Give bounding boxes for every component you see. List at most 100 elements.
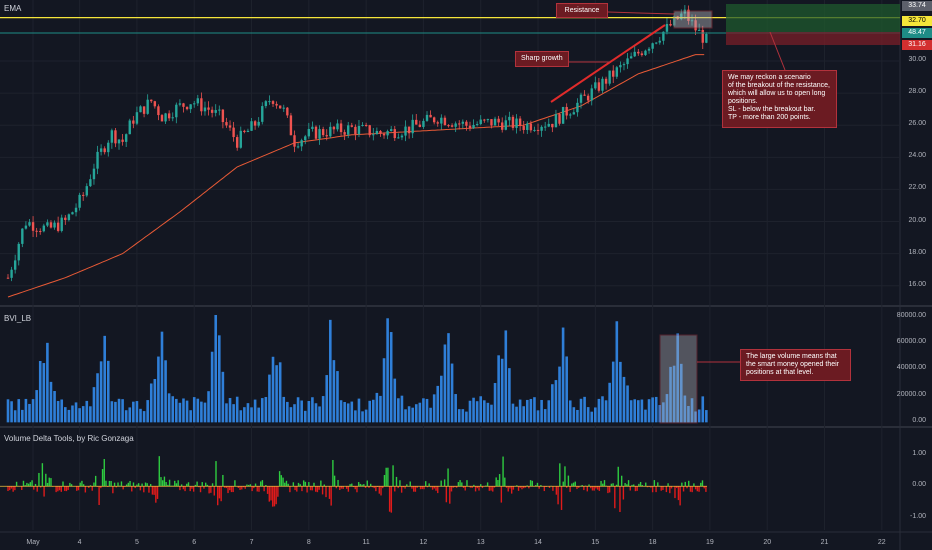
candle-body (232, 127, 235, 138)
candle-body (296, 146, 300, 148)
candle-body (278, 105, 282, 109)
volume-bar (17, 399, 21, 423)
candle-body (379, 130, 382, 134)
volume-bar (622, 376, 626, 423)
candle-body (110, 130, 114, 143)
candle-body (683, 9, 687, 14)
volume-bar (217, 335, 221, 423)
volume-bar (590, 411, 594, 423)
volume-bar (232, 404, 235, 423)
candle-body (615, 67, 619, 77)
sharp-growth-callout[interactable]: Sharp growth (515, 51, 569, 67)
volume-bar (429, 407, 432, 423)
candle-body (432, 117, 436, 123)
candle-body (640, 53, 644, 56)
target-zone (726, 4, 900, 32)
volume-bar (511, 403, 515, 423)
volume-note-line: The large volume means that (746, 353, 837, 360)
candle-body (604, 78, 608, 84)
volume-bar (461, 409, 465, 423)
volume-bar (92, 387, 96, 423)
volume-bar (647, 399, 651, 423)
y-tick-label: 22.00 (908, 184, 926, 192)
candle-body (633, 51, 636, 57)
volume-bar (228, 398, 232, 423)
volume-bar (665, 394, 669, 423)
volume-bar (78, 408, 81, 423)
volume-bar (540, 399, 543, 423)
volume-bar (135, 401, 139, 423)
candle-body (253, 121, 257, 126)
volume-bar (124, 410, 128, 423)
x-tick-label: 20 (763, 539, 772, 546)
candle-body (318, 129, 321, 139)
candle-body (28, 222, 31, 226)
candle-body (114, 130, 117, 144)
candle-body (397, 137, 400, 139)
volume-bar (106, 360, 110, 423)
volume-bar (271, 356, 275, 423)
volume-bar (225, 403, 228, 423)
volume-bar (454, 394, 457, 423)
volume-bar (96, 373, 99, 423)
candle-body (515, 118, 518, 128)
scenario-note[interactable]: We may reckon a scenario of the breakout… (722, 70, 837, 128)
volume-bar (246, 403, 250, 423)
volume-bar (522, 406, 525, 423)
resistance-callout[interactable]: Resistance (556, 3, 608, 18)
volume-bar (64, 407, 67, 423)
volume-bars-group (6, 315, 708, 424)
candle-body (429, 114, 432, 118)
candle-body (454, 123, 457, 127)
volume-highlight-box (659, 334, 698, 424)
volume-bar (504, 330, 508, 423)
candle-body (705, 33, 708, 43)
x-tick-label: 4 (77, 539, 82, 546)
volume-bar (640, 399, 644, 423)
volume-bar (601, 396, 604, 423)
candle-body (171, 117, 174, 119)
volume-bar (364, 409, 368, 423)
volume-bar (654, 396, 658, 423)
volume-bar (411, 407, 414, 423)
y-tick-label: 26.00 (908, 120, 926, 128)
candle-body (443, 117, 447, 126)
candle-body (472, 124, 475, 129)
candle-body (6, 277, 10, 279)
volume-bar (13, 410, 17, 423)
candle-body (332, 126, 336, 130)
candle-body (185, 106, 189, 110)
x-tick-label: 22 (877, 539, 886, 546)
candle-body (257, 121, 260, 126)
candle-body (289, 115, 293, 136)
volume-note[interactable]: The large volume means that the smart mo… (740, 349, 851, 381)
volume-bar (572, 407, 576, 423)
candle-body (687, 9, 690, 21)
candle-body (236, 137, 239, 148)
volume-bar (178, 402, 182, 423)
candle-body (422, 120, 425, 127)
candle-body (389, 129, 393, 132)
delta-area-group (0, 456, 708, 513)
volume-bar (568, 400, 572, 423)
volume-bar (289, 407, 293, 423)
candle-body (536, 129, 540, 131)
volume-bar (558, 366, 561, 423)
candle-body (150, 99, 153, 102)
candle-body (497, 118, 500, 123)
candle-body (526, 123, 529, 130)
volume-bar (278, 362, 282, 423)
volume-bar (264, 397, 268, 423)
candle-body (53, 222, 56, 228)
volume-bar (182, 398, 185, 423)
candle-body (35, 230, 38, 232)
volume-bar (565, 356, 568, 423)
candle-body (124, 134, 128, 142)
volume-bar (440, 375, 443, 423)
volume-bar (615, 321, 619, 423)
volume-bar (192, 397, 196, 423)
candle-body (554, 114, 558, 128)
candle-body (697, 29, 701, 31)
volume-bar (110, 401, 114, 423)
candle-body (458, 123, 461, 125)
